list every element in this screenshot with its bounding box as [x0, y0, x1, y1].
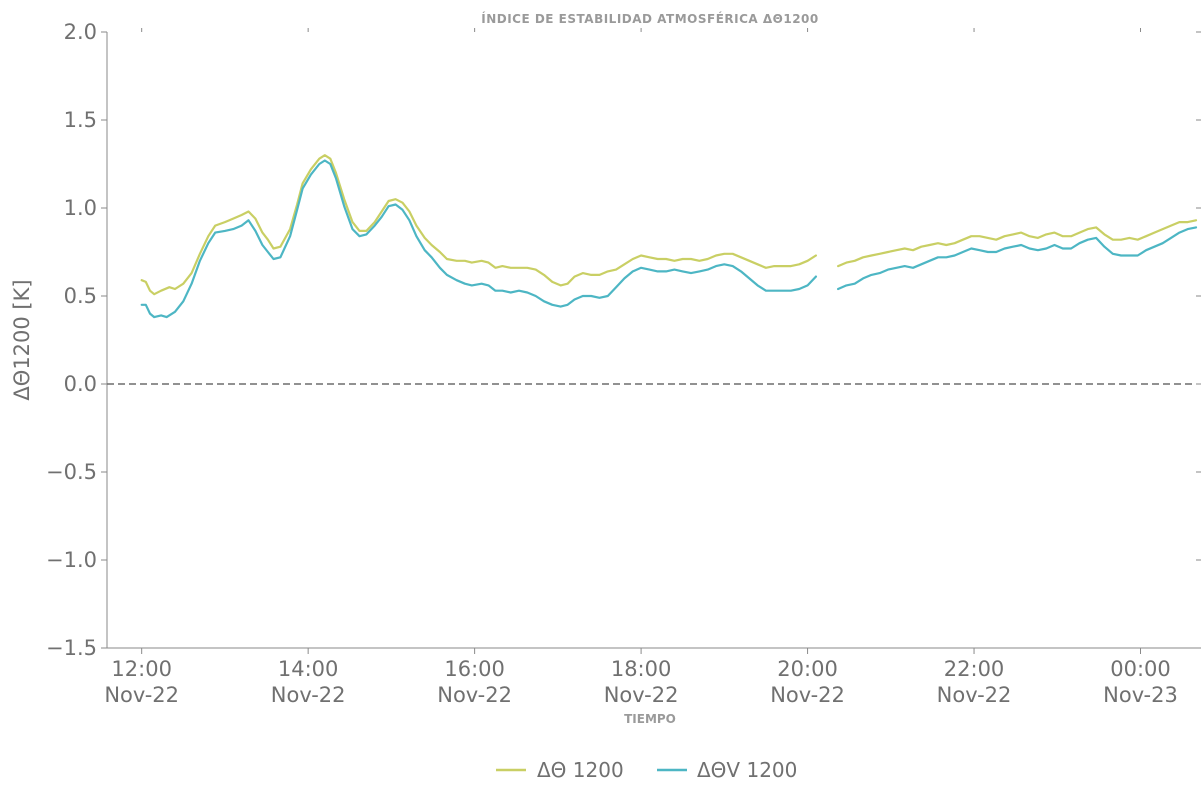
series-line: [140, 159, 1198, 319]
y-tick-label: 0.0: [64, 372, 97, 396]
y-tick-label: 1.0: [64, 196, 97, 220]
x-tick-label-date: Nov-22: [770, 683, 845, 707]
y-tick-label: 0.5: [64, 284, 97, 308]
x-tick-label-time: 14:00: [278, 657, 339, 681]
x-axis-ticks: 12:00Nov-2214:00Nov-2216:00Nov-2218:00No…: [104, 28, 1178, 707]
y-tick-label: −1.0: [46, 548, 97, 572]
x-tick-label-time: 12:00: [111, 657, 172, 681]
x-tick-label-date: Nov-22: [271, 683, 346, 707]
chart-title: ÍNDICE DE ESTABILIDAD ATMOSFÉRICA ΔΘ1200: [481, 11, 819, 26]
x-tick-label-date: Nov-22: [604, 683, 679, 707]
x-tick-label-date: Nov-22: [104, 683, 179, 707]
x-tick-label-time: 18:00: [611, 657, 672, 681]
y-axis-label: ΔΘ1200 [K]: [10, 279, 34, 400]
legend: ΔΘ 1200 ΔΘV 1200: [496, 758, 797, 782]
y-tick-label: 2.0: [64, 20, 97, 44]
x-tick-label-time: 16:00: [444, 657, 505, 681]
y-tick-label: −0.5: [46, 460, 97, 484]
x-tick-label-date: Nov-23: [1103, 683, 1178, 707]
x-tick-label-time: 22:00: [944, 657, 1005, 681]
series-lines: [140, 154, 1198, 319]
legend-label: ΔΘV 1200: [697, 758, 797, 782]
y-axis-ticks: −1.5 −1.0 −0.5 0.0 0.5 1.0 1.5 2.0: [46, 20, 1201, 660]
x-tick-label-date: Nov-22: [437, 683, 512, 707]
x-tick-label-time: 20:00: [777, 657, 838, 681]
x-tick-label-time: 00:00: [1110, 657, 1171, 681]
series-line: [140, 154, 1198, 296]
x-tick-label-date: Nov-22: [937, 683, 1012, 707]
x-axis-label: TIEMPO: [624, 712, 676, 726]
y-tick-label: −1.5: [46, 636, 97, 660]
y-tick-label: 1.5: [64, 108, 97, 132]
legend-label: ΔΘ 1200: [537, 758, 624, 782]
